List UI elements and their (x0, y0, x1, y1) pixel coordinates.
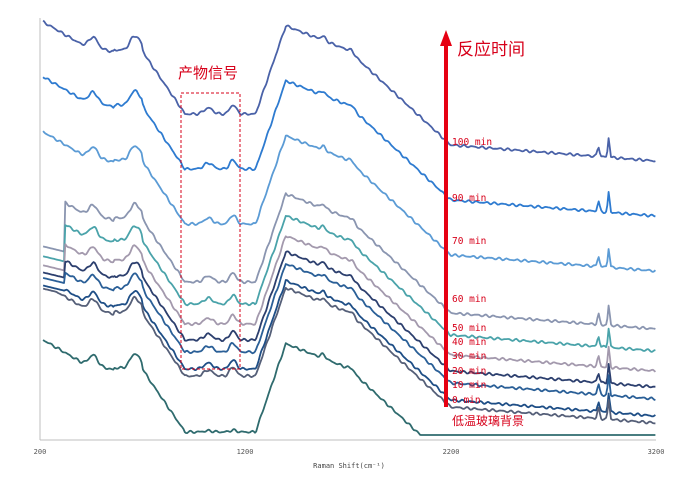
time-label-0: 0 min (452, 395, 481, 406)
spectrum-line (42, 192, 656, 331)
spectrum-line (42, 235, 657, 373)
x-tick-3200: 3200 (647, 448, 665, 456)
x-tick-1200: 1200 (236, 448, 254, 456)
time-label-70: 70 min (452, 236, 487, 247)
time-label-90: 90 min (452, 193, 487, 204)
time-label-60: 60 min (452, 294, 487, 305)
reaction-time-label: 反应时间 (457, 40, 525, 60)
spectrum-line (42, 215, 656, 353)
product-signal-box (180, 92, 241, 370)
time-label-50: 50 min (452, 323, 487, 334)
time-label-40: 40 min (452, 337, 487, 348)
time-label-100: 100 min (452, 137, 493, 148)
spectrum-line (42, 130, 657, 273)
spectrum-line (42, 76, 656, 218)
spectrum-line (42, 339, 656, 436)
spectrum-line (42, 250, 656, 389)
spectrum-line (42, 279, 656, 418)
product-signal-label: 产物信号 (178, 64, 239, 82)
spectrum-line (42, 19, 656, 163)
time-label-10: 10 min (452, 380, 487, 391)
time-label-20: 20 min (452, 366, 487, 377)
glass-background-label: 低温玻璃背景 (452, 414, 525, 428)
time-label-30: 30 min (452, 351, 487, 362)
spectra-series-group (42, 19, 657, 436)
spectrum-line (42, 286, 656, 425)
spectrum-line (42, 263, 656, 401)
x-tick-200: 200 (33, 448, 47, 456)
x-tick-2200: 2200 (442, 448, 460, 456)
reaction-time-arrow-head (440, 30, 452, 46)
x-axis-title: Raman Shift(cm⁻¹) (313, 462, 385, 470)
